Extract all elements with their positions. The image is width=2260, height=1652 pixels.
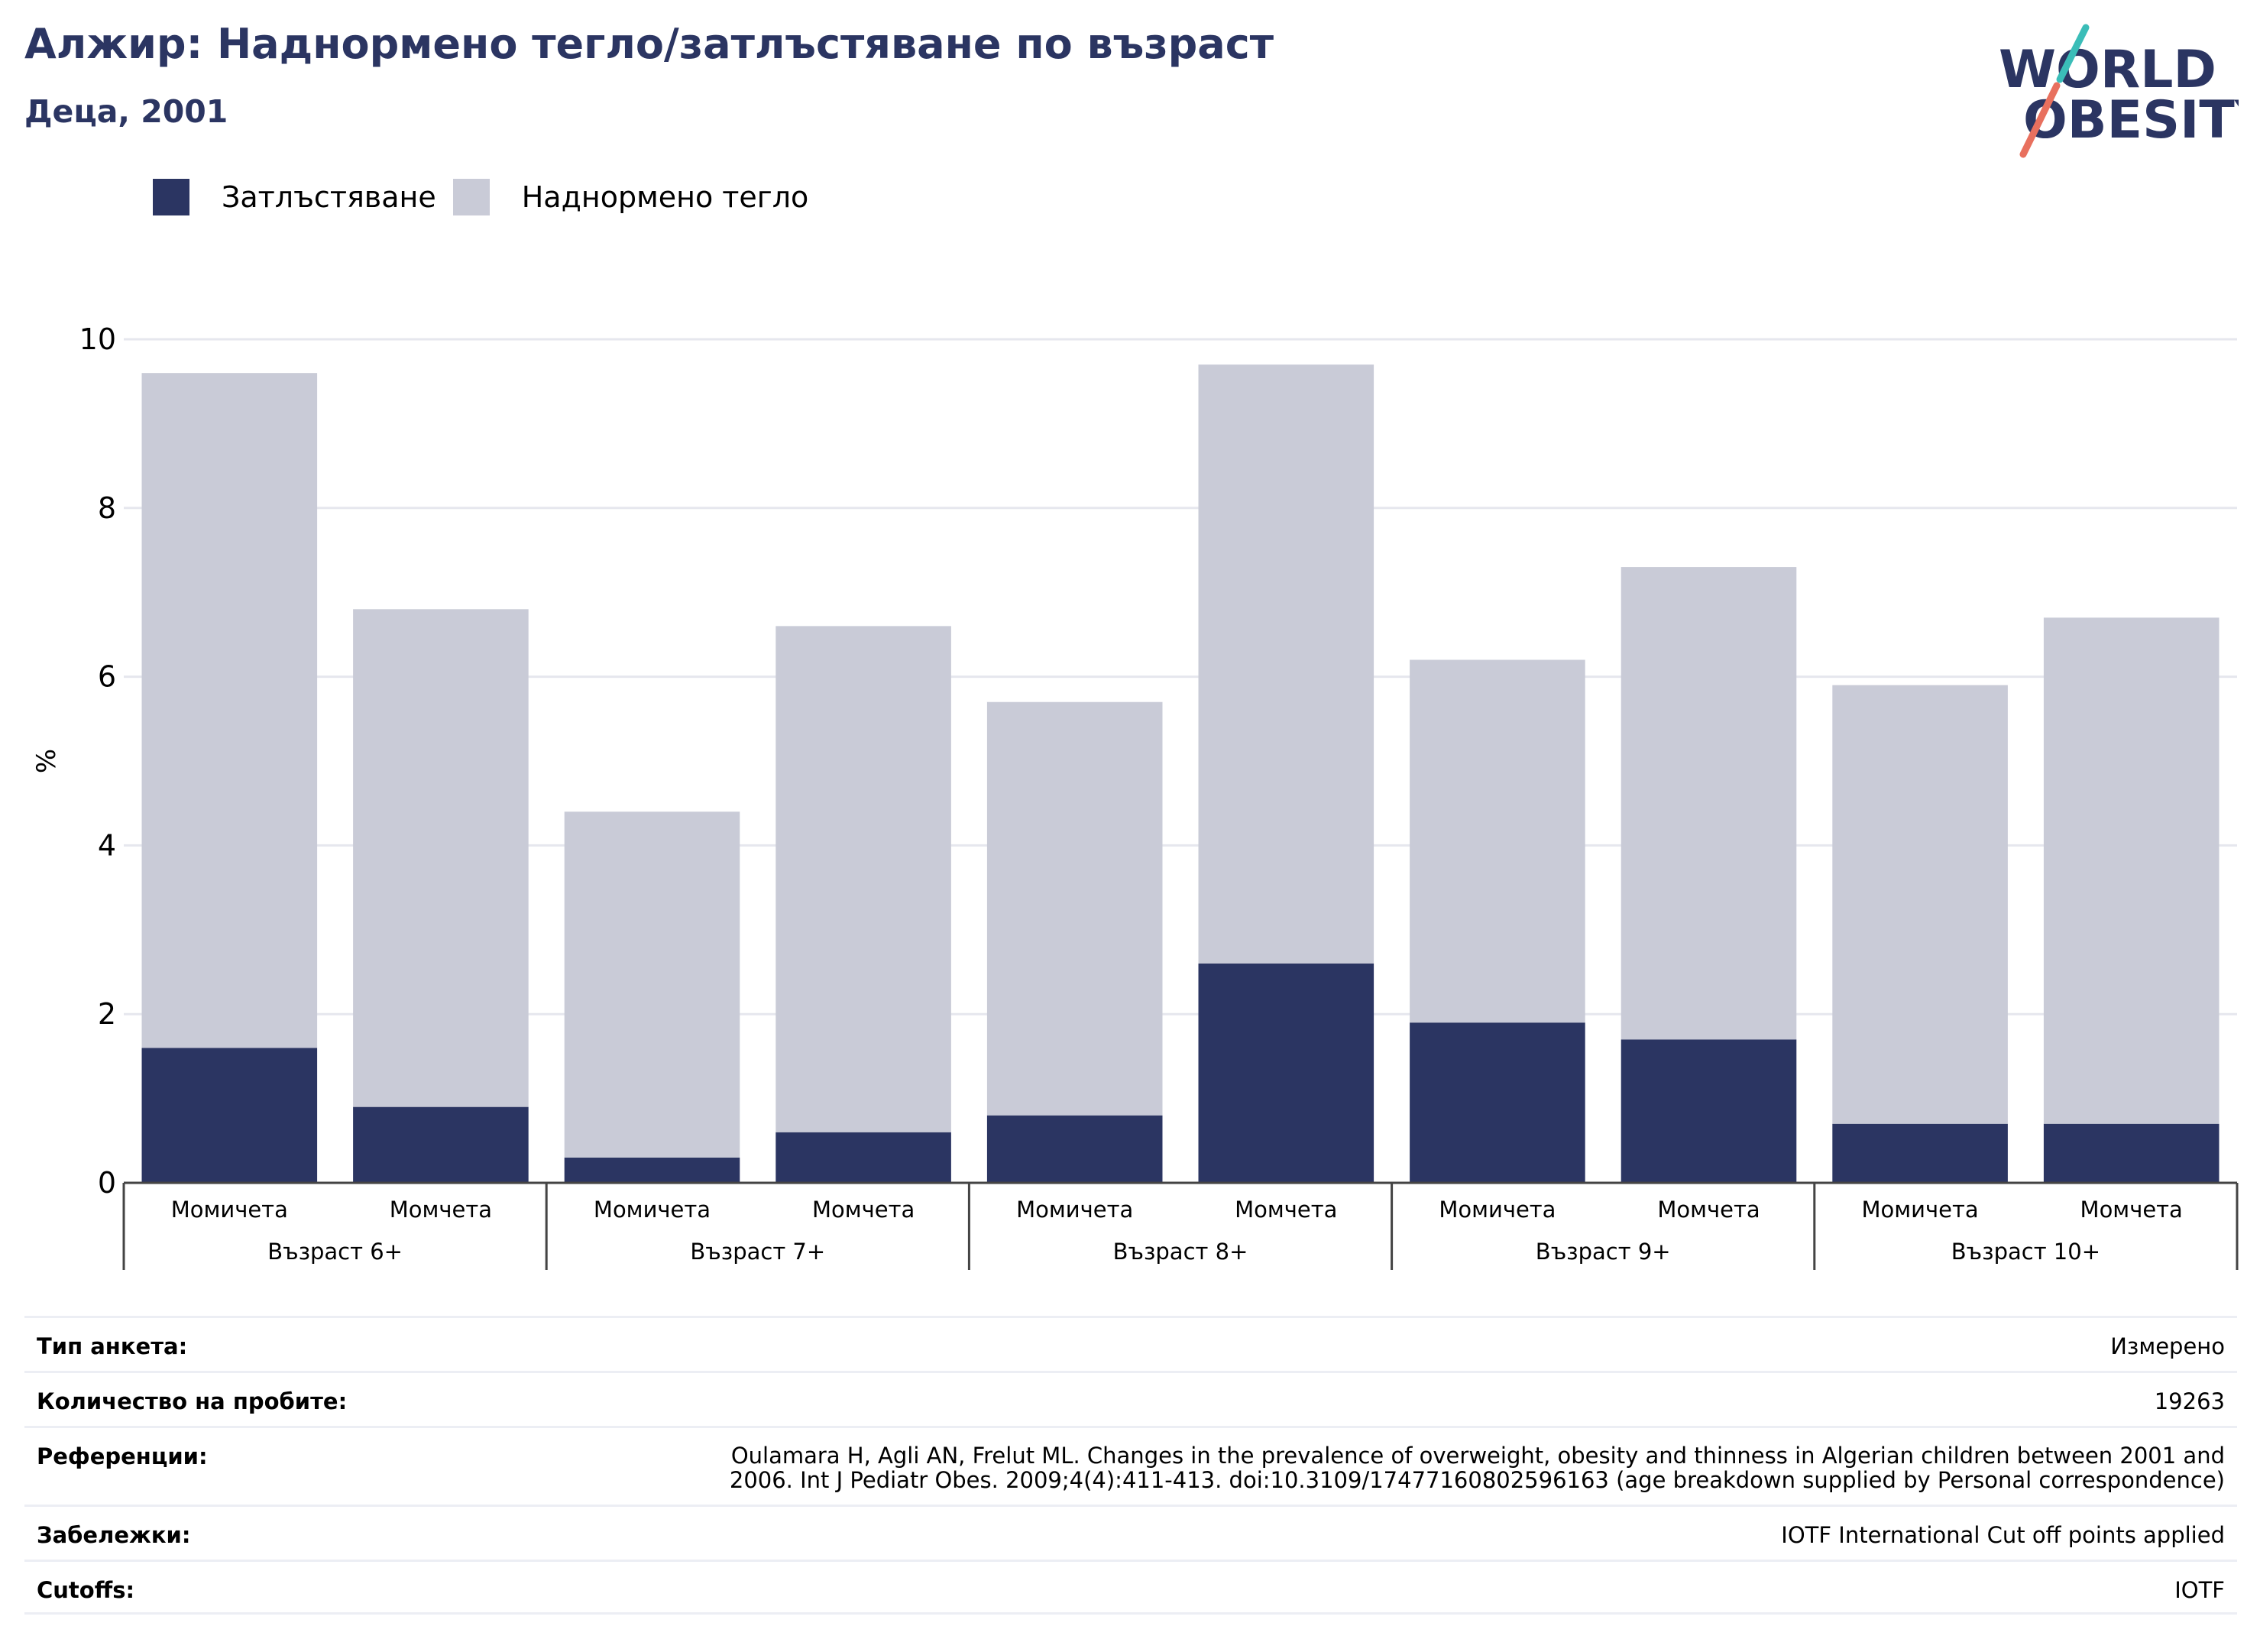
x-tick-label: Момчета [390, 1197, 492, 1223]
info-table: Тип анкета: Измерено Количество на проби… [24, 1316, 2237, 1615]
chart-legend: Затлъстяване Наднормено тегло [153, 176, 825, 219]
x-tick-label: Момичета [1862, 1197, 1979, 1223]
bar-obesity [1198, 963, 1374, 1183]
x-tick-label: Момичета [1016, 1197, 1133, 1223]
info-value: 19263 [2154, 1388, 2225, 1414]
x-tick-label: Момчета [1235, 1197, 1337, 1223]
y-tick-label: 6 [98, 660, 116, 694]
group-label: Възраст 7+ [690, 1239, 825, 1265]
x-tick-label: Момчета [1657, 1197, 1760, 1223]
logo-slash-teal [2056, 24, 2090, 83]
bar-overweight [775, 626, 951, 1132]
info-value: Oulamara H, Agli AN, Frelut ML. Changes … [729, 1443, 2225, 1493]
bar-overweight [564, 811, 740, 1158]
bar-obesity [986, 1115, 1163, 1183]
bar-obesity [1410, 1022, 1585, 1183]
info-key: Референции: [37, 1443, 208, 1469]
x-tick-label: Момчета [2080, 1197, 2183, 1223]
info-key: Cutoffs: [37, 1577, 135, 1603]
info-row-sample-size: Количество на пробите: 19263 [24, 1371, 2237, 1426]
bar-obesity [1621, 1039, 1797, 1183]
group-label: Възраст 8+ [1113, 1239, 1248, 1265]
chart-subtitle: Деца, 2001 [24, 93, 228, 130]
group-label: Възраст 9+ [1536, 1239, 1671, 1265]
stacked-bar-chart: 0 2 4 6 8 10% Момичета Момчета Момичета Момчета Мо… [31, 322, 2239, 1270]
bar-obesity [775, 1132, 951, 1183]
y-tick-label: 10 [79, 322, 116, 356]
y-axis-label: % [31, 749, 62, 773]
y-tick-label: 0 [98, 1166, 116, 1200]
info-key: Тип анкета: [37, 1333, 188, 1359]
info-row-cutoffs: Cutoffs: IOTF [24, 1560, 2237, 1615]
y-tick-label: 4 [98, 828, 116, 862]
info-key: Забележки: [37, 1522, 191, 1548]
y-tick-label: 8 [98, 491, 116, 525]
group-label: Възраст 6+ [267, 1239, 403, 1265]
info-value: Измерено [2110, 1333, 2225, 1359]
x-tick-label: Момчета [812, 1197, 915, 1223]
legend-item-overweight[interactable]: Наднормено тегло [452, 179, 809, 215]
info-row-references: Референции: Oulamara H, Agli AN, Frelut … [24, 1426, 2237, 1505]
world-obesity-logo: WORLD OBESITY [1999, 24, 2239, 158]
x-tick-label: Момичета [171, 1197, 288, 1223]
bar-overweight [2043, 617, 2220, 1124]
bar-overweight [353, 609, 529, 1107]
x-tick-label: Момичета [1439, 1197, 1556, 1223]
bar-overweight [986, 701, 1163, 1116]
info-row-survey-type: Тип анкета: Измерено [24, 1316, 2237, 1371]
legend-swatch-obesity [153, 179, 189, 215]
bars [141, 364, 2220, 1183]
bar-overweight [1410, 659, 1585, 1023]
bar-overweight [1198, 364, 1374, 964]
chart-title: Алжир: Наднормено тегло/затлъстяване по … [24, 20, 1274, 68]
legend-label-obesity: Затлъстяване [222, 180, 436, 214]
group-label: Възраст 10+ [1951, 1239, 2100, 1265]
info-value: IOTF International Cut off points applie… [1781, 1522, 2225, 1548]
bar-overweight [141, 373, 318, 1048]
legend-label-overweight: Наднормено тегло [521, 180, 809, 214]
info-key: Количество на пробите: [37, 1388, 348, 1414]
logo-line2: OBESITY [2023, 90, 2239, 151]
x-tick-label: Момичета [594, 1197, 711, 1223]
logo-line1: WORLD [1999, 40, 2216, 100]
info-row-notes: Забележки: IOTF International Cut off po… [24, 1505, 2237, 1560]
logo-slash-coral [2019, 82, 2061, 158]
y-tick-label: 2 [98, 997, 116, 1031]
bar-obesity [141, 1048, 318, 1183]
bar-overweight [1621, 567, 1797, 1040]
info-value: IOTF [2174, 1577, 2225, 1603]
axes [122, 1181, 2239, 1270]
legend-item-obesity[interactable]: Затлъстяване [153, 179, 436, 215]
axis-labels: 0 2 4 6 8 10% Момичета Момчета Момичета Момчета Мо… [31, 322, 2183, 1265]
legend-swatch-overweight [452, 179, 490, 215]
bar-obesity [353, 1106, 529, 1183]
bar-obesity [2043, 1123, 2220, 1183]
bar-obesity [564, 1157, 740, 1183]
bar-obesity [1832, 1123, 2008, 1183]
bar-overweight [1832, 685, 2008, 1124]
